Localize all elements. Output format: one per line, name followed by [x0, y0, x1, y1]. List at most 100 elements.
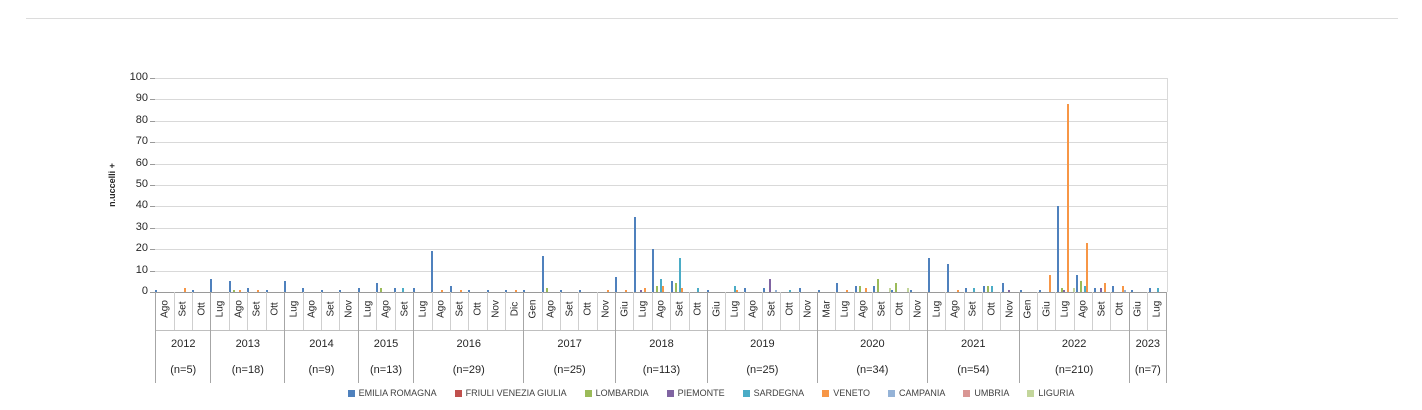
- gridline: [155, 206, 1167, 208]
- month-cell: Lug: [1148, 292, 1166, 330]
- month-cell: Giu: [708, 292, 727, 330]
- month-column: [928, 78, 946, 292]
- y-tick-mark: [150, 249, 155, 251]
- month-label: Set: [564, 301, 576, 317]
- month-column: [265, 78, 283, 292]
- month-column: [504, 78, 523, 292]
- month-label: Ott: [692, 302, 704, 316]
- legend-label: VENETO: [833, 388, 871, 398]
- month-label: Lug: [417, 300, 429, 318]
- y-tick-mark: [150, 142, 155, 144]
- gridline: [155, 120, 1167, 122]
- legend-item: LIGURIA: [1027, 388, 1074, 398]
- legend: EMILIA ROMAGNA FRIULI VENEZIA GIULIA LOMBA…: [0, 388, 1422, 398]
- bar: [257, 290, 260, 292]
- month-label: Lug: [1059, 300, 1071, 318]
- month-label: Lug: [214, 300, 226, 318]
- month-label-row: Lug Ago Set Ott Nov: [927, 292, 1019, 331]
- month-cell: Set: [763, 292, 782, 330]
- month-cell: Ago: [230, 292, 249, 330]
- month-cell: Ago: [653, 292, 672, 330]
- year-group: Giu Lug Ago Set Ott 2018 (n=113): [616, 292, 708, 383]
- bar: [1149, 288, 1152, 292]
- month-label-row: Giu Lug: [1129, 292, 1166, 331]
- bar: [523, 290, 526, 292]
- bar: [449, 286, 452, 292]
- month-column: [1020, 78, 1038, 292]
- bar: [762, 288, 765, 292]
- y-tick-label: 0: [141, 285, 148, 297]
- bar: [441, 290, 444, 292]
- bar: [744, 288, 747, 292]
- bar: [858, 286, 861, 292]
- month-column: [302, 78, 320, 292]
- legend-item: LOMBARDIA: [584, 388, 649, 398]
- year-label: 2021: [961, 338, 986, 350]
- year-label: 2022: [1061, 338, 1087, 350]
- bar: [891, 290, 894, 292]
- y-tick-label: 90: [135, 92, 148, 105]
- month-label: Lug: [637, 300, 649, 318]
- bar: [1157, 288, 1160, 292]
- bar: [973, 288, 976, 292]
- y-tick-mark: [150, 206, 155, 208]
- gridline: [155, 142, 1167, 144]
- month-label: Set: [399, 301, 411, 317]
- month-label: Giu: [1132, 301, 1144, 317]
- gridline: [155, 78, 1167, 79]
- month-label-row: Gen Ago Set Ott Nov: [524, 292, 616, 331]
- month-label: Nov: [490, 300, 502, 318]
- month-cell: Ago: [745, 292, 763, 330]
- gridline: [155, 270, 1167, 272]
- bar: [895, 283, 898, 292]
- month-column: [946, 78, 964, 292]
- month-cell: Gen: [1020, 292, 1038, 330]
- month-column: [357, 78, 375, 292]
- month-column: [836, 78, 854, 292]
- legend-item: VENETO: [822, 388, 870, 398]
- month-label: Gen: [1022, 299, 1034, 319]
- month-label: Nov: [1004, 300, 1016, 318]
- month-cell: Lug: [285, 292, 304, 330]
- bar: [656, 286, 659, 292]
- bar: [707, 290, 710, 292]
- month-column: [1149, 78, 1167, 292]
- legend-label: PIEMONTE: [677, 388, 725, 398]
- month-label: Lug: [362, 300, 374, 318]
- month-cell: Giu: [1130, 292, 1149, 330]
- month-cell: Nov: [340, 292, 357, 330]
- gridline: [155, 99, 1167, 101]
- month-column: [744, 78, 762, 292]
- legend-swatch-icon: [963, 389, 971, 397]
- month-cell: Lug: [414, 292, 433, 330]
- month-label: Lug: [931, 300, 943, 318]
- bar: [1057, 206, 1060, 292]
- month-column: [284, 78, 302, 292]
- y-tick-mark: [150, 185, 155, 186]
- month-label: Ago: [306, 300, 318, 318]
- month-column: [468, 78, 486, 292]
- legend-swatch-icon: [454, 389, 462, 397]
- month-column: [799, 78, 817, 292]
- month-label: Ago: [435, 300, 447, 318]
- month-column: [781, 78, 799, 292]
- sample-size-label: (n=7): [1134, 364, 1161, 376]
- month-label: Nov: [912, 300, 924, 318]
- month-label: Ott: [269, 302, 281, 316]
- month-label: Giu: [711, 301, 723, 317]
- month-column: [339, 78, 357, 292]
- gridline: [155, 249, 1167, 251]
- bar: [265, 290, 268, 292]
- month-cell: Ago: [377, 292, 396, 330]
- bar: [228, 281, 231, 292]
- bar: [545, 288, 548, 292]
- month-column: [891, 78, 910, 292]
- month-cell: Set: [965, 292, 983, 330]
- bar: [1067, 104, 1070, 292]
- y-tick-mark: [150, 99, 155, 101]
- month-column: [1130, 78, 1149, 292]
- month-cell: Ott: [579, 292, 598, 330]
- month-cell: Ott: [690, 292, 707, 330]
- month-label: Set: [967, 301, 979, 317]
- bar: [633, 217, 636, 292]
